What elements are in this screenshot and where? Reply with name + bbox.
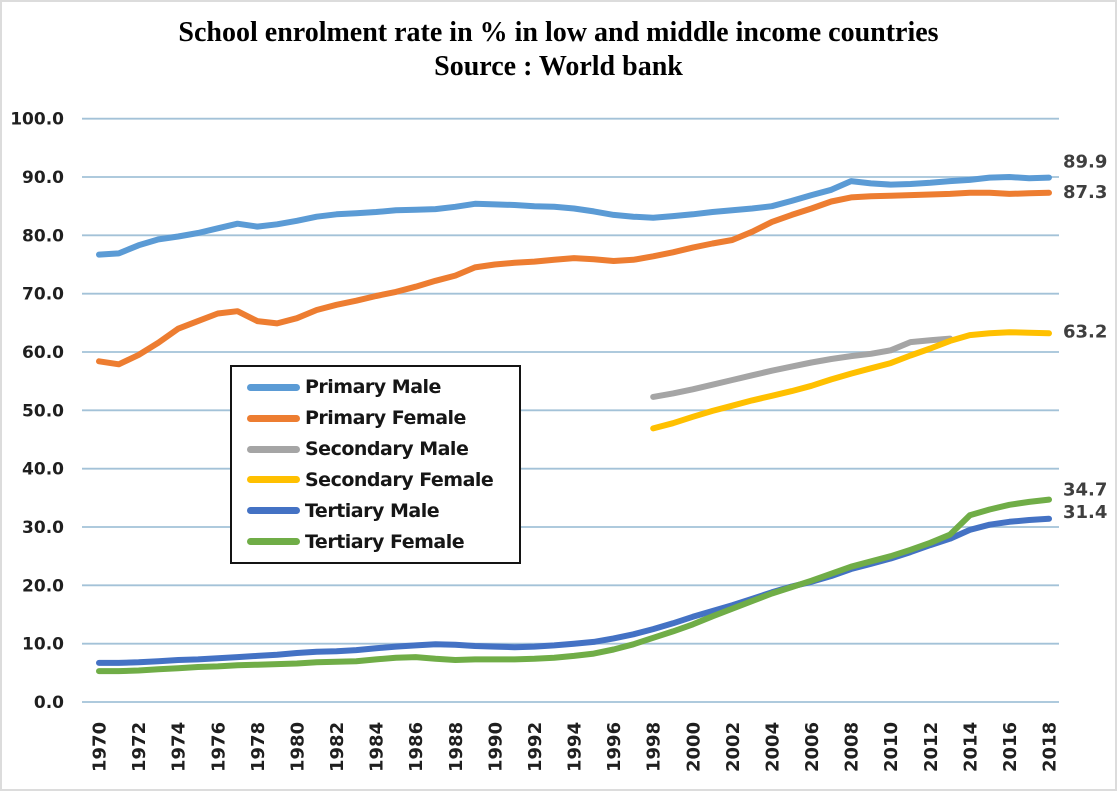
x-tick-label-1982: 1982: [327, 722, 348, 772]
series-line-secondary-male: [650, 335, 953, 400]
x-tick-label-1998: 1998: [644, 722, 665, 772]
x-tick-label-2014: 2014: [960, 722, 981, 772]
legend-swatch-tertiary-female: [247, 538, 300, 546]
x-tick-label-1974: 1974: [169, 722, 190, 772]
legend-item-primary-male: Primary Male: [247, 376, 515, 398]
chart-title-line1: School enrolment rate in % in low and mi…: [178, 17, 939, 48]
legend-label-secondary-male: Secondary Male: [305, 438, 469, 461]
x-tick-label-1988: 1988: [446, 722, 467, 772]
legend-item-tertiary-male: Tertiary Male: [247, 500, 515, 522]
legend-label-primary-female: Primary Female: [305, 407, 466, 430]
x-tick-label-2000: 2000: [683, 722, 704, 772]
legend-item-primary-female: Primary Female: [247, 407, 515, 429]
legend-item-secondary-male: Secondary Male: [247, 438, 515, 460]
x-tick-label-2004: 2004: [762, 722, 783, 772]
legend-swatch-secondary-female: [247, 476, 300, 484]
y-tick-label-40.0: 40.0: [22, 460, 64, 480]
legend-swatch-primary-female: [247, 414, 300, 422]
x-tick-label-2016: 2016: [1000, 722, 1021, 772]
x-tick-label-1972: 1972: [129, 722, 150, 772]
series-line-secondary-female: [650, 329, 1052, 432]
legend-label-tertiary-female: Tertiary Female: [305, 530, 465, 553]
y-tick-label-80.0: 80.0: [22, 226, 64, 246]
legend-swatch-primary-male: [247, 383, 300, 391]
legend-item-tertiary-female: Tertiary Female: [247, 531, 515, 553]
chart-title-line2: Source : World bank: [434, 51, 683, 83]
x-tick-label-1990: 1990: [485, 722, 506, 772]
y-tick-label-0.0: 0.0: [34, 693, 64, 713]
x-tick-label-2006: 2006: [802, 722, 823, 772]
series-line-tertiary-female: [96, 496, 1052, 675]
x-tick-label-1984: 1984: [367, 722, 388, 772]
legend: Primary Male Primary Female Secondary Male…: [230, 365, 521, 564]
x-tick-label-1970: 1970: [90, 722, 111, 772]
legend-label-primary-male: Primary Male: [305, 376, 441, 399]
y-tick-label-100.0: 100.0: [10, 110, 64, 130]
end-label-tertiary-male: 31.4: [1063, 502, 1107, 523]
x-tick-label-1986: 1986: [406, 722, 427, 772]
x-tick-label-2002: 2002: [723, 722, 744, 772]
x-tick-label-2018: 2018: [1040, 722, 1061, 772]
end-label-primary-female: 87.3: [1063, 182, 1107, 203]
y-tick-label-30.0: 30.0: [22, 518, 64, 538]
legend-swatch-tertiary-male: [247, 507, 300, 515]
x-tick-label-1978: 1978: [248, 722, 269, 772]
y-tick-label-90.0: 90.0: [22, 168, 64, 188]
x-tick-label-2010: 2010: [881, 722, 902, 772]
end-label-primary-male: 89.9: [1063, 152, 1107, 173]
x-tick-label-1994: 1994: [565, 722, 586, 772]
y-tick-label-20.0: 20.0: [22, 576, 64, 596]
legend-label-tertiary-male: Tertiary Male: [305, 499, 440, 522]
legend-label-secondary-female: Secondary Female: [305, 468, 494, 491]
y-tick-label-10.0: 10.0: [22, 635, 64, 655]
x-tick-label-2012: 2012: [921, 722, 942, 772]
y-tick-label-60.0: 60.0: [22, 343, 64, 363]
end-label-tertiary-female: 34.7: [1063, 480, 1107, 501]
series-line-primary-male: [96, 174, 1052, 258]
chart-title: School enrolment rate in % in low and mi…: [2, 16, 1115, 84]
y-tick-label-70.0: 70.0: [22, 285, 64, 305]
x-tick-label-1996: 1996: [604, 722, 625, 772]
legend-item-secondary-female: Secondary Female: [247, 469, 515, 491]
x-tick-label-1980: 1980: [287, 722, 308, 772]
x-tick-label-2008: 2008: [842, 722, 863, 772]
x-tick-label-1976: 1976: [208, 722, 229, 772]
end-label-secondary-female: 63.2: [1063, 321, 1107, 342]
x-tick-label-1992: 1992: [525, 722, 546, 772]
series-line-primary-female: [96, 189, 1052, 368]
y-tick-label-50.0: 50.0: [22, 401, 64, 421]
legend-swatch-secondary-male: [247, 445, 300, 453]
